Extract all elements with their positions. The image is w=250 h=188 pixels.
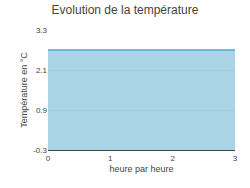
svg-text:0.9: 0.9: [36, 106, 48, 115]
svg-text:Evolution de la température: Evolution de la température: [52, 3, 199, 17]
svg-text:-0.3: -0.3: [33, 146, 47, 155]
svg-text:Température en °C: Température en °C: [19, 52, 29, 128]
svg-text:3: 3: [233, 154, 238, 163]
svg-text:0: 0: [46, 154, 51, 163]
svg-text:heure par heure: heure par heure: [109, 164, 173, 174]
svg-text:2: 2: [170, 154, 175, 163]
svg-text:3.3: 3.3: [36, 26, 48, 35]
svg-text:1: 1: [108, 154, 113, 163]
svg-text:2.1: 2.1: [36, 66, 48, 75]
